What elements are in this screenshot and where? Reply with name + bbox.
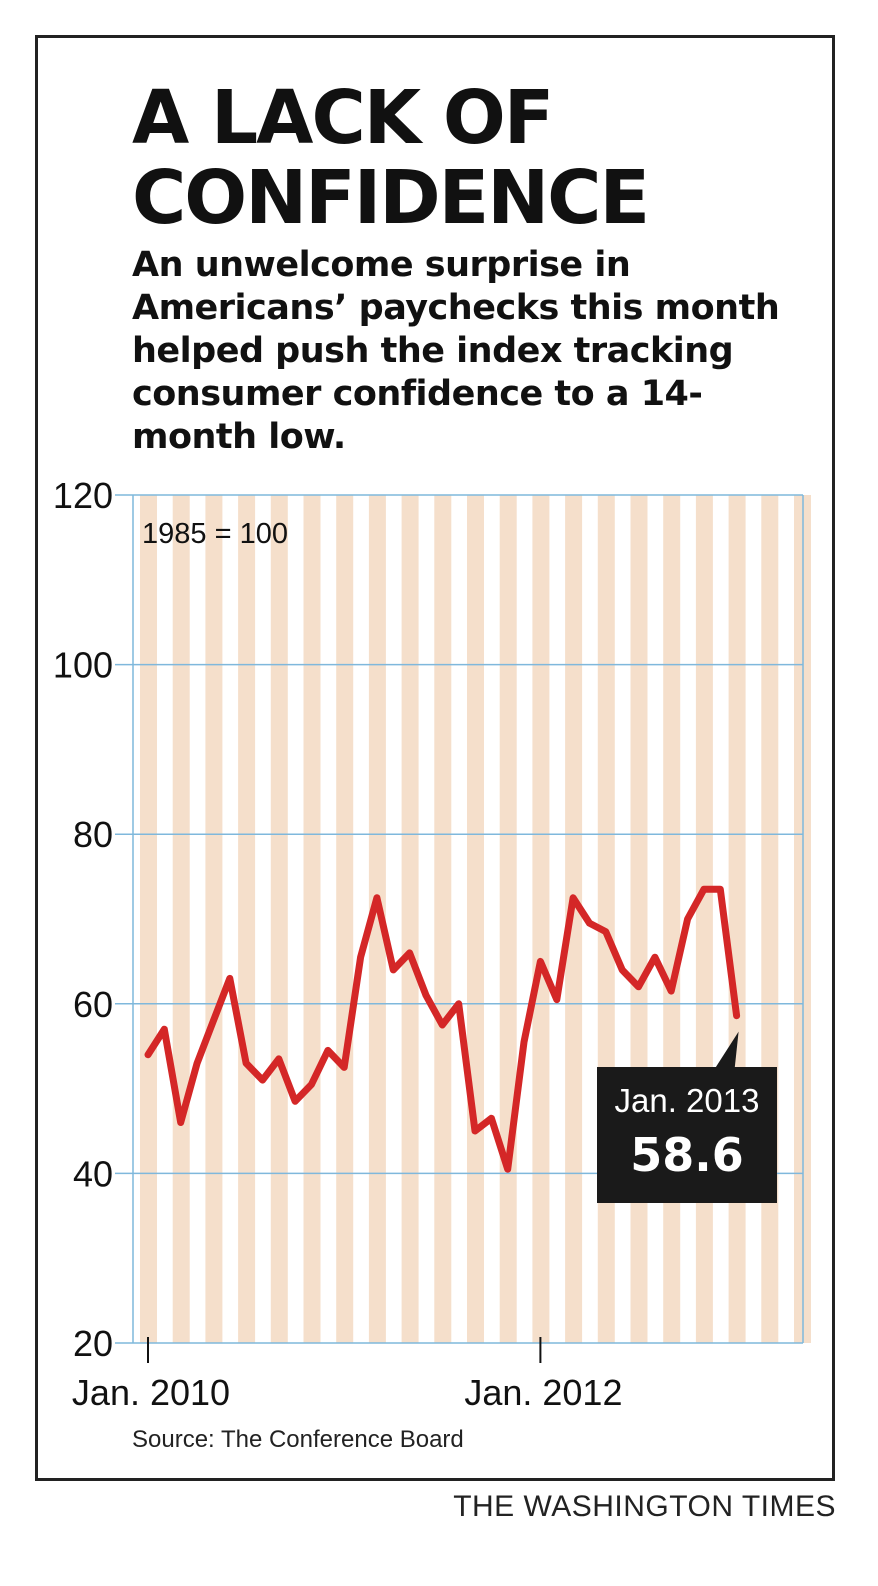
chart-frame: [35, 35, 835, 1481]
month-stripe: [761, 495, 779, 1343]
month-stripe: [238, 495, 256, 1343]
callout-value: 58.6: [630, 1128, 744, 1182]
title-line-1: A LACK OF: [132, 75, 554, 161]
grid-lines: [115, 494, 804, 1344]
month-stripe: [499, 495, 517, 1343]
title-line-2: CONFIDENCE: [132, 155, 650, 241]
month-stripe: [270, 495, 288, 1343]
y-tick-label: 80: [73, 814, 113, 855]
month-stripe: [663, 495, 681, 1343]
month-stripe: [303, 495, 321, 1343]
month-stripe: [401, 495, 419, 1343]
callout: Jan. 2013 58.6: [597, 1031, 777, 1203]
x-tick-label: Jan. 2010: [72, 1372, 230, 1413]
callout-pointer: [714, 1031, 739, 1069]
month-stripe: [467, 495, 484, 1343]
y-tick-label: 20: [73, 1323, 113, 1364]
month-stripe: [630, 495, 648, 1343]
month-stripe: [368, 495, 386, 1343]
unit-note: 1985 = 100: [142, 518, 288, 550]
callout-box: [597, 1067, 777, 1203]
series-line: [144, 885, 741, 1173]
source-note: Source: The Conference Board: [132, 1426, 464, 1453]
month-stripe: [172, 495, 190, 1343]
month-stripes: [140, 495, 811, 1343]
month-stripe: [140, 495, 157, 1343]
month-stripe: [728, 495, 746, 1343]
month-stripe: [336, 495, 354, 1343]
month-stripe: [434, 495, 452, 1343]
chart-subtitle: An unwelcome surprise in Americans’ payc…: [132, 245, 780, 457]
x-axis-ticks: Jan. 2010 Jan. 2012: [72, 1337, 622, 1413]
publisher-logo: THE WASHINGTON TIMES: [453, 1490, 836, 1523]
x-tick-label: Jan. 2012: [464, 1372, 622, 1413]
y-tick-label: 60: [73, 984, 113, 1025]
y-tick-label: 40: [73, 1153, 113, 1194]
chart-title: A LACK OF CONFIDENCE: [132, 75, 650, 241]
month-stripe: [695, 495, 713, 1343]
month-stripe: [205, 495, 223, 1343]
y-tick-label: 100: [53, 645, 113, 686]
month-stripe: [565, 495, 583, 1343]
y-tick-label: 120: [53, 475, 113, 516]
y-axis-tick-labels: 20 40 60 80 100 120: [53, 475, 113, 1364]
month-stripe: [597, 495, 615, 1343]
month-stripe: [532, 495, 550, 1343]
callout-label: Jan. 2013: [615, 1082, 760, 1119]
